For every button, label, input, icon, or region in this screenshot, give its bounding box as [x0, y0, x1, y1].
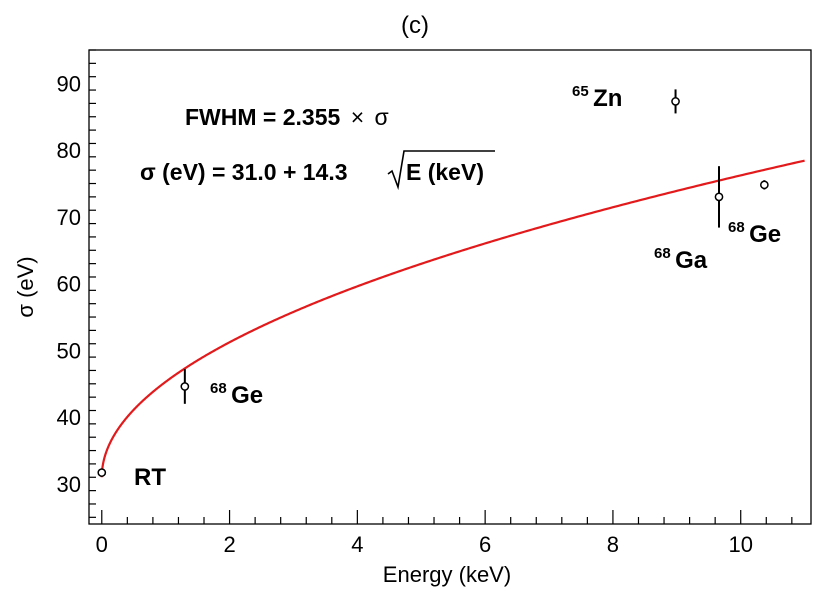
label-ga68-text: Ga [675, 247, 708, 274]
x-tick-label: 0 [96, 532, 108, 557]
x-tick-label: 8 [607, 532, 619, 557]
label-zn65: 65 Zn [572, 83, 622, 112]
fwhm-formula: FWHM = 2.355 × σ [185, 104, 389, 130]
y-tick-label: 90 [57, 71, 81, 96]
y-tick-label: 60 [57, 272, 81, 297]
data-points [97, 89, 769, 477]
fwhm-sigma-symbol: σ [375, 104, 389, 130]
data-point [760, 180, 769, 190]
label-ge68-low-sup: 68 [210, 380, 227, 397]
fit-formula-prefix: σ (eV) = 31.0 + 14.3 [140, 159, 348, 185]
label-ge68-high-text: Ge [749, 221, 781, 248]
fwhm-formula-text: FWHM = 2.355 [185, 104, 341, 130]
fit-formula-radicand: E (keV) [406, 159, 484, 185]
x-tick-label: 4 [351, 532, 363, 557]
fwhm-times-sign: × [351, 104, 364, 130]
data-point [97, 468, 107, 477]
label-ga68: 68 Ga [654, 245, 708, 274]
plot-frame [88, 49, 812, 525]
label-ge68-high: 68 Ge [728, 219, 781, 248]
y-tick-label: 80 [57, 138, 81, 163]
y-axis-label: σ (eV) [13, 256, 38, 317]
label-ge68-high-sup: 68 [728, 219, 745, 236]
label-rt: RT [134, 464, 166, 491]
x-axis-ticks [101, 510, 793, 524]
label-zn65-sup: 65 [572, 83, 589, 100]
y-tick-label: 70 [57, 205, 81, 230]
data-point [180, 382, 190, 391]
data-point [714, 192, 724, 202]
x-tick-label: 6 [479, 532, 491, 557]
label-ge68-low-text: Ge [231, 382, 263, 409]
x-tick-label: 2 [223, 532, 235, 557]
sqrt-sign-icon [387, 150, 495, 191]
data-point [671, 97, 680, 106]
y-tick-label: 50 [57, 338, 81, 363]
y-axis-ticks [89, 49, 96, 518]
y-tick-label: 40 [57, 405, 81, 430]
chart-title: (c) [401, 12, 429, 39]
fit-curve [100, 159, 805, 478]
x-axis-tick-labels: 0 2 4 6 8 10 [96, 532, 753, 557]
label-ge68-low: 68 Ge [210, 380, 263, 409]
x-tick-label: 10 [728, 532, 752, 557]
label-zn65-text: Zn [593, 85, 622, 112]
x-axis-label: Energy (keV) [383, 562, 511, 587]
y-tick-label: 30 [57, 472, 81, 497]
label-ga68-sup: 68 [654, 245, 671, 262]
y-axis-tick-labels: 30 40 50 60 70 80 90 [57, 71, 81, 497]
label-rt-text: RT [134, 464, 166, 491]
